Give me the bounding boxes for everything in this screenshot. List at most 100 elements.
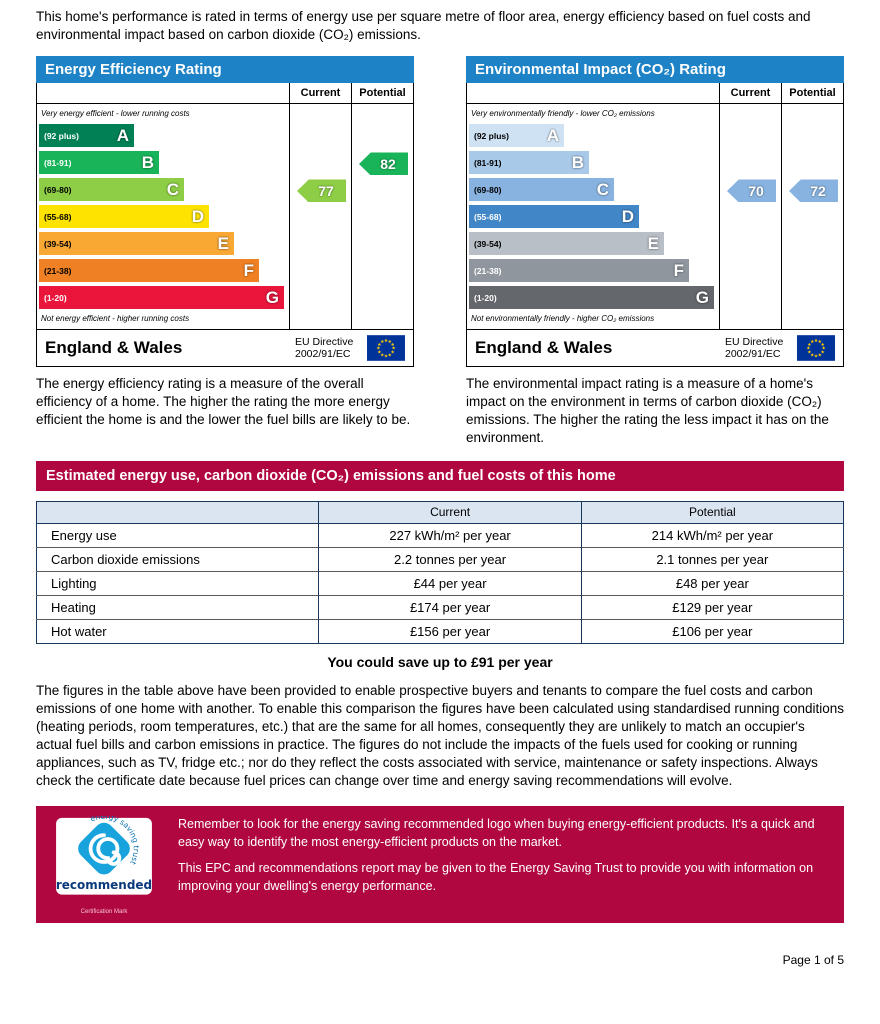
eu-directive-label: EU Directive 2002/91/EC [725, 336, 784, 361]
band-range-label: (55-68) [474, 211, 502, 222]
potential-column-header: Potential [351, 83, 413, 104]
costs-row-value: 2.2 tonnes per year [318, 546, 582, 572]
band-bar-a: (92 plus) A [39, 124, 134, 148]
costs-row-value: £48 per year [580, 570, 844, 596]
costs-table-row: Energy use 227 kWh/m² per year 214 kWh/m² … [37, 523, 844, 548]
band-row-c: (69-80) C [37, 176, 289, 203]
savings-summary: You could save up to £91 per year [327, 653, 553, 670]
band-bar-b: (81-91) B [39, 151, 159, 175]
band-range-label: (81-91) [474, 157, 502, 168]
estimated-costs-banner: Estimated energy use, carbon dioxide (CO… [36, 460, 844, 491]
band-bar-d: (55-68) D [39, 205, 209, 229]
columns-header-spacer [467, 83, 719, 103]
svg-text:★: ★ [818, 353, 822, 359]
band-range-label: (69-80) [474, 184, 502, 195]
band-range-label: (21-38) [44, 265, 72, 276]
chart-title: Environmental Impact (CO₂) Rating [466, 56, 844, 84]
region-label: England & Wales [45, 338, 183, 358]
band-letter: A [116, 125, 129, 145]
svg-text:★: ★ [391, 346, 395, 352]
environmental-impact-chart: Environmental Impact (CO₂) Rating Curren… [466, 56, 844, 368]
band-bar-d: (55-68) D [469, 205, 639, 229]
svg-text:★: ★ [376, 346, 380, 352]
band-bar-g: (1-20) G [39, 286, 284, 310]
costs-header-current: Current [318, 501, 582, 524]
costs-row-value: £44 per year [318, 570, 582, 596]
rating-charts-row: Energy Efficiency Rating Current Potenti… [36, 56, 844, 446]
certification-mark-label: Certification Mark [80, 909, 128, 916]
costs-table-row: Heating £174 per year £129 per year [36, 594, 844, 620]
est-paragraph-1: Remember to look for the energy saving r… [178, 817, 815, 849]
costs-row-label: Hot water [36, 618, 319, 644]
costs-table-row: Lighting £44 per year £48 per year [36, 570, 844, 596]
top-note: Very environmentally friendly - lower CO… [471, 109, 655, 119]
band-letter: E [647, 233, 659, 253]
current-value-column: 77 [289, 104, 351, 330]
eu-directive-label: EU Directive 2002/91/EC [295, 336, 354, 361]
band-row-e: (39-54) E [37, 230, 289, 257]
costs-table-row: Hot water £156 per year £106 per year [36, 618, 844, 644]
band-range-label: (1-20) [44, 292, 67, 303]
costs-table: Current Potential Energy use 227 kWh/m² p… [36, 500, 844, 644]
band-row-c: (69-80) C [467, 176, 719, 203]
chart-table: Current Potential Very energy efficient … [36, 83, 414, 368]
chart-table: Current Potential Very environmentally f… [466, 83, 844, 368]
potential-rating-arrow: 72 [789, 179, 838, 203]
costs-table-head: Current Potential [36, 501, 844, 524]
svg-text:★: ★ [380, 353, 384, 359]
chart-footer: England & Wales EU Directive 2002/91/EC … [37, 329, 413, 366]
band-letter: C [596, 179, 609, 199]
svg-text:★: ★ [384, 339, 388, 345]
band-bar-g: (1-20) G [469, 286, 714, 310]
svg-text:★: ★ [810, 353, 814, 359]
band-range-label: (81-91) [44, 157, 72, 168]
band-bar-e: (39-54) E [469, 232, 664, 256]
chart-footer: England & Wales EU Directive 2002/91/EC … [467, 329, 843, 366]
band-range-label: (92 plus) [474, 130, 509, 141]
eu-flag-icon: ★ ★★★★★★★★★★★ [367, 335, 405, 362]
band-letter: B [141, 152, 154, 172]
band-letter: C [166, 179, 179, 199]
band-letter: E [217, 233, 229, 253]
bands: (92 plus) A (81-91) B (69-80) C (55-68) D (39-54… [37, 122, 289, 311]
svg-text:★: ★ [806, 346, 810, 352]
energy-saving-trust-logo-icon: energy saving trust recommended [56, 816, 152, 895]
energy-efficiency-chart: Energy Efficiency Rating Current Potenti… [36, 56, 414, 368]
costs-row-value: £174 per year [318, 594, 582, 620]
bands-column: Very environmentally friendly - lower CO… [467, 104, 719, 329]
band-letter: F [243, 260, 254, 280]
costs-table-body: Energy use 227 kWh/m² per year 214 kWh/m² … [36, 523, 844, 644]
band-row-a: (92 plus) A [37, 122, 289, 149]
costs-row-value: 227 kWh/m² per year [318, 523, 582, 548]
svg-text:★: ★ [377, 350, 381, 356]
current-column-header: Current [719, 83, 781, 104]
figures-note: The figures in the table above have been… [36, 682, 845, 789]
svg-text:★: ★ [820, 342, 824, 348]
svg-text:★: ★ [807, 350, 811, 356]
energy-saving-trust-text: Remember to look for the energy saving r… [178, 816, 830, 915]
band-bar-e: (39-54) E [39, 232, 234, 256]
svg-text:★: ★ [388, 353, 392, 359]
svg-text:★: ★ [388, 340, 392, 346]
band-bar-b: (81-91) B [469, 151, 589, 175]
current-rating-arrow: 70 [727, 179, 776, 203]
svg-text:★: ★ [814, 354, 818, 360]
chart-columns-header: Current Potential [37, 83, 413, 105]
costs-header-potential: Potential [580, 501, 844, 524]
costs-row-label: Carbon dioxide emissions [36, 546, 319, 572]
band-bar-a: (92 plus) A [469, 124, 564, 148]
band-row-b: (81-91) B [37, 149, 289, 176]
costs-table-row: Carbon dioxide emissions 2.2 tonnes per y… [36, 546, 844, 572]
band-letter: D [191, 206, 204, 226]
band-row-f: (21-38) F [37, 257, 289, 284]
band-bar-c: (69-80) C [39, 178, 184, 202]
band-bar-f: (21-38) F [39, 259, 259, 283]
chart-title: Energy Efficiency Rating [36, 56, 414, 84]
band-range-label: (55-68) [44, 211, 72, 222]
bottom-note: Not environmentally friendly - higher CO… [471, 314, 655, 324]
costs-row-label: Energy use [51, 527, 117, 543]
costs-row-value: £156 per year [318, 618, 582, 644]
band-bar-f: (21-38) F [469, 259, 689, 283]
band-letter: G [265, 287, 279, 307]
bands: (92 plus) A (81-91) B (69-80) C (55-68) D (39-54… [467, 122, 719, 311]
